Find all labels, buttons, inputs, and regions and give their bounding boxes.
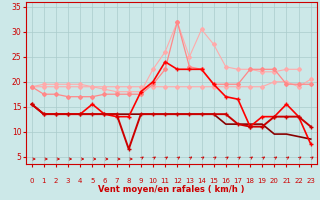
X-axis label: Vent moyen/en rafales ( km/h ): Vent moyen/en rafales ( km/h ) xyxy=(98,185,244,194)
